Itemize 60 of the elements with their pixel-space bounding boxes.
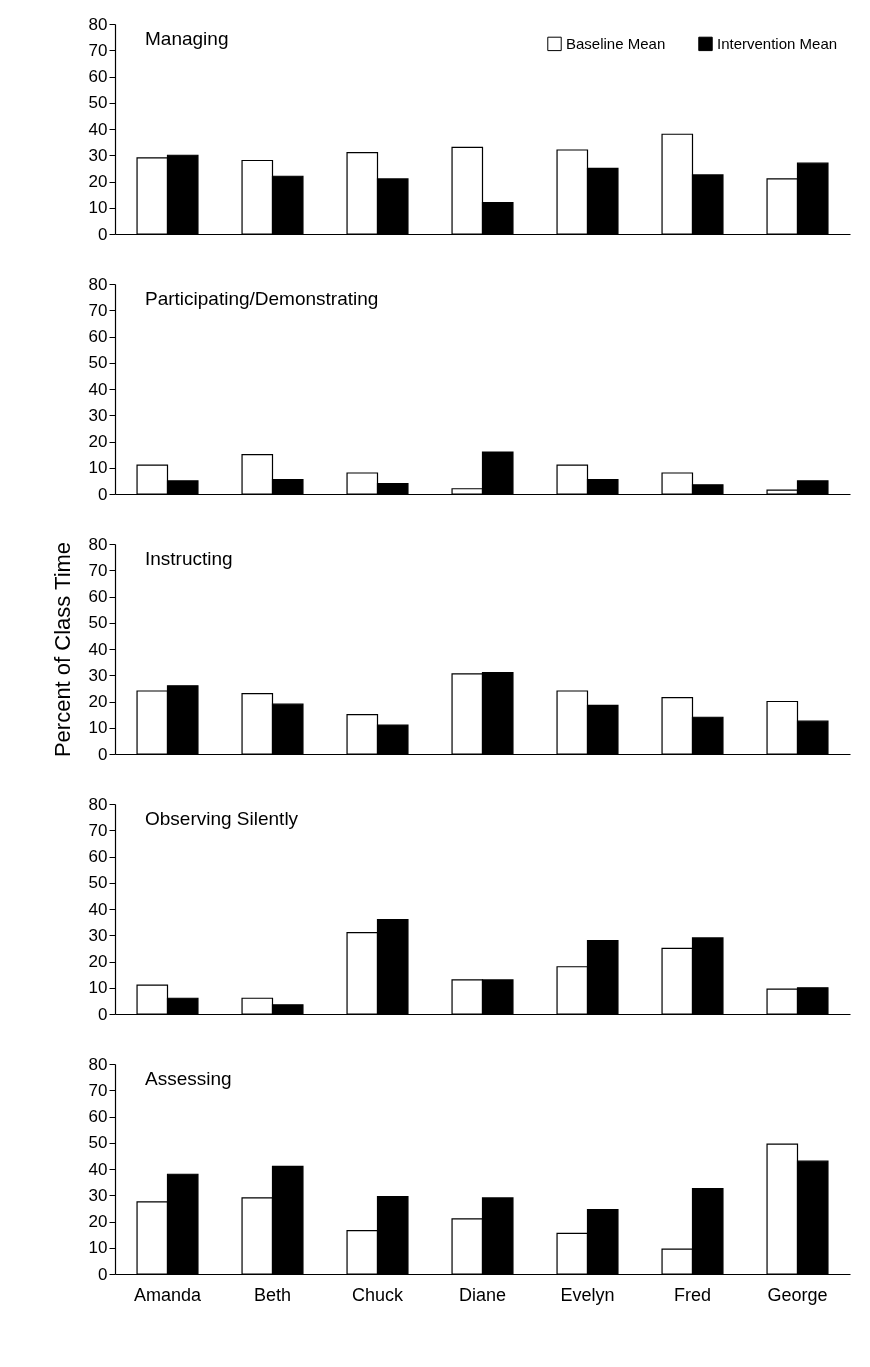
y-tick-label: 30 [88, 145, 108, 165]
y-tick-label: 0 [98, 224, 108, 244]
y-tick-label: 20 [88, 692, 108, 711]
y-tick-label: 20 [88, 952, 108, 971]
x-tick-label: Fred [673, 1284, 712, 1305]
y-axis-title: Percent of Class Time [49, 541, 75, 758]
y-tick-label: 30 [88, 405, 108, 425]
y-tick-label: 0 [98, 744, 108, 764]
y-tick-label: 20 [88, 1212, 108, 1231]
y-tick-label: 50 [88, 353, 108, 373]
y-tick-label: 80 [88, 534, 108, 554]
y-tick-label: 70 [88, 820, 108, 840]
y-tick-label: 50 [88, 873, 108, 893]
y-tick-label: 10 [88, 718, 108, 738]
y-tick-label: 40 [88, 639, 108, 659]
y-tick-label: 50 [88, 613, 108, 633]
y-tick-label: 60 [88, 327, 108, 346]
y-tick-label: 0 [98, 1004, 108, 1024]
y-tick-label: 20 [88, 172, 108, 191]
y-tick-label: 0 [98, 1264, 108, 1284]
y-tick-label: 80 [88, 1054, 108, 1074]
y-tick-label: 50 [88, 1133, 108, 1153]
x-tick-label: Chuck [351, 1284, 404, 1305]
y-tick-label: 30 [88, 925, 108, 945]
y-tick-label: 70 [88, 1080, 108, 1100]
y-tick-label: 20 [88, 432, 108, 451]
y-tick-label: 80 [88, 274, 108, 294]
y-tick-label: 60 [88, 1107, 108, 1126]
y-tick-label: 40 [88, 1159, 108, 1179]
legend-label: Baseline Mean [566, 34, 666, 52]
y-tick-label: 30 [88, 1185, 108, 1205]
y-tick-label: 60 [88, 67, 108, 86]
x-tick-label: Evelyn [560, 1284, 615, 1305]
y-tick-label: 10 [88, 1238, 108, 1258]
y-tick-label: 40 [88, 119, 108, 139]
chart-title: Observing Silently [145, 808, 299, 829]
y-tick-label: 80 [88, 794, 108, 814]
x-tick-label: George [767, 1284, 828, 1305]
x-tick-label: Amanda [133, 1284, 203, 1305]
y-tick-label: 70 [88, 560, 108, 580]
y-tick-label: 80 [88, 14, 108, 34]
y-tick-label: 70 [88, 40, 108, 60]
chart-title: Participating/Demonstrating [145, 288, 379, 309]
y-tick-label: 40 [88, 899, 108, 919]
chart-title: Managing [145, 28, 229, 49]
x-tick-label: Beth [253, 1284, 292, 1305]
y-tick-label: 10 [88, 458, 108, 478]
chart-title: Assessing [145, 1068, 232, 1089]
y-tick-label: 10 [88, 978, 108, 998]
legend-label: Intervention Mean [717, 34, 838, 52]
y-tick-label: 40 [88, 379, 108, 399]
y-tick-label: 10 [88, 198, 108, 218]
y-tick-label: 30 [88, 665, 108, 685]
x-tick-label: Diane [458, 1284, 507, 1305]
chart-title: Instructing [145, 548, 233, 569]
y-tick-label: 60 [88, 847, 108, 866]
y-tick-label: 50 [88, 93, 108, 113]
y-tick-label: 60 [88, 587, 108, 606]
y-tick-label: 0 [98, 484, 108, 504]
y-tick-label: 70 [88, 300, 108, 320]
